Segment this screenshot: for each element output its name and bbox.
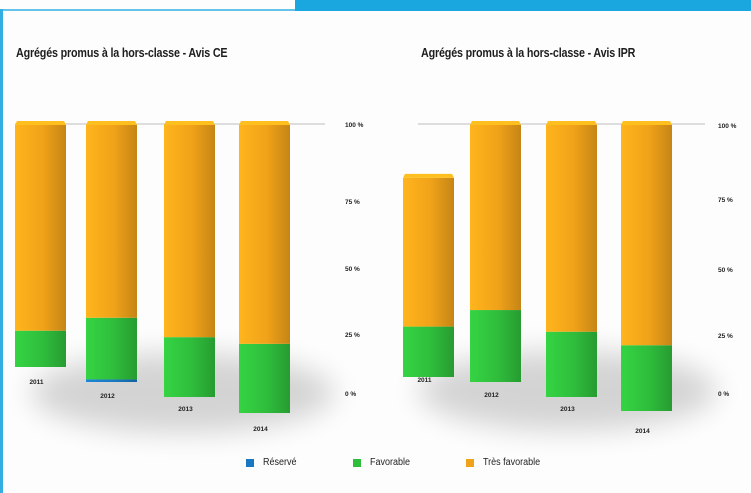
- bar-cap-2014-ce: [239, 121, 290, 125]
- chart-title-ce: Agrégés promus à la hors-classe - Avis C…: [16, 46, 228, 60]
- bar-cap-2011-ce: [15, 121, 66, 125]
- y-tick-label-2-ce: 50 %: [345, 266, 360, 273]
- legend-item-favorable: Favorable: [353, 457, 414, 468]
- bar-cap-2012-ipr: [470, 121, 521, 125]
- y-tick-label-0-ce: 0 %: [345, 391, 356, 398]
- bar-cap-2013-ipr: [546, 121, 597, 125]
- category-label-2012-ipr: 2012: [484, 392, 499, 399]
- bar-cap-2013-ce: [164, 121, 215, 125]
- bar-favorable-2014-ce: [239, 343, 290, 413]
- legend-label-tres-favorable: Très favorable: [483, 457, 541, 468]
- y-tick-label-3-ipr: 75 %: [718, 197, 733, 204]
- category-label-2013-ce: 2013: [178, 406, 193, 413]
- legend-item-reserve: Réservé: [246, 457, 300, 468]
- bar-tres-favorable-2011-ce: [15, 125, 66, 331]
- y-tick-label-1-ce: 25 %: [345, 332, 360, 339]
- legend: Réservé Favorable Très favorable: [0, 457, 751, 473]
- bar-tres-favorable-2012-ipr: [470, 125, 521, 311]
- y-tick-label-1-ipr: 25 %: [718, 333, 733, 340]
- bar-favorable-2014-ipr: [621, 345, 672, 411]
- bar-tres-favorable-2013-ce: [164, 125, 215, 338]
- bar-favorable-2013-ipr: [546, 331, 597, 397]
- bar-tres-favorable-2011-ipr: [403, 177, 454, 327]
- y-tick-label-4-ce: 100 %: [345, 122, 364, 129]
- legend-swatch-favorable: [353, 458, 361, 467]
- category-label-2011-ipr: 2011: [417, 377, 431, 384]
- bar-cap-2012-ce: [86, 121, 137, 125]
- bar-favorable-2012-ce: [86, 317, 137, 380]
- bar-cap-2011-ipr: [403, 173, 454, 178]
- category-label-2014-ipr: 2014: [635, 428, 650, 435]
- legend-item-tres-favorable: Très favorable: [466, 457, 547, 468]
- bar-cap-2014-ipr: [621, 121, 672, 125]
- bar-reserve-2012-ce: [86, 379, 137, 382]
- category-label-2013-ipr: 2013: [560, 406, 575, 413]
- category-label-2012-ce: 2012: [100, 393, 115, 400]
- accent-band: [295, 0, 751, 11]
- legend-swatch-reserve: [246, 458, 254, 467]
- chart-title-ipr: Agrégés promus à la hors-classe - Avis I…: [421, 46, 636, 60]
- bar-favorable-2011-ipr: [403, 326, 454, 377]
- bar-favorable-2012-ipr: [470, 310, 521, 382]
- y-tick-label-4-ipr: 100 %: [718, 123, 737, 130]
- bar-tres-favorable-2012-ce: [86, 125, 137, 318]
- bar-favorable-2013-ce: [164, 337, 215, 397]
- legend-swatch-tres-favorable: [466, 458, 474, 467]
- bar-tres-favorable-2014-ipr: [621, 125, 672, 346]
- legend-label-reserve: Réservé: [263, 457, 297, 468]
- y-tick-label-3-ce: 75 %: [345, 199, 360, 206]
- bar-favorable-2011-ce: [15, 330, 66, 367]
- category-label-2014-ce: 2014: [253, 426, 268, 433]
- y-tick-label-0-ipr: 0 %: [718, 391, 729, 398]
- category-label-2011-ce: 2011: [29, 379, 43, 386]
- bar-tres-favorable-2013-ipr: [546, 125, 597, 332]
- bar-tres-favorable-2014-ce: [239, 125, 290, 344]
- y-tick-label-2-ipr: 50 %: [718, 267, 733, 274]
- legend-label-favorable: Favorable: [370, 457, 411, 468]
